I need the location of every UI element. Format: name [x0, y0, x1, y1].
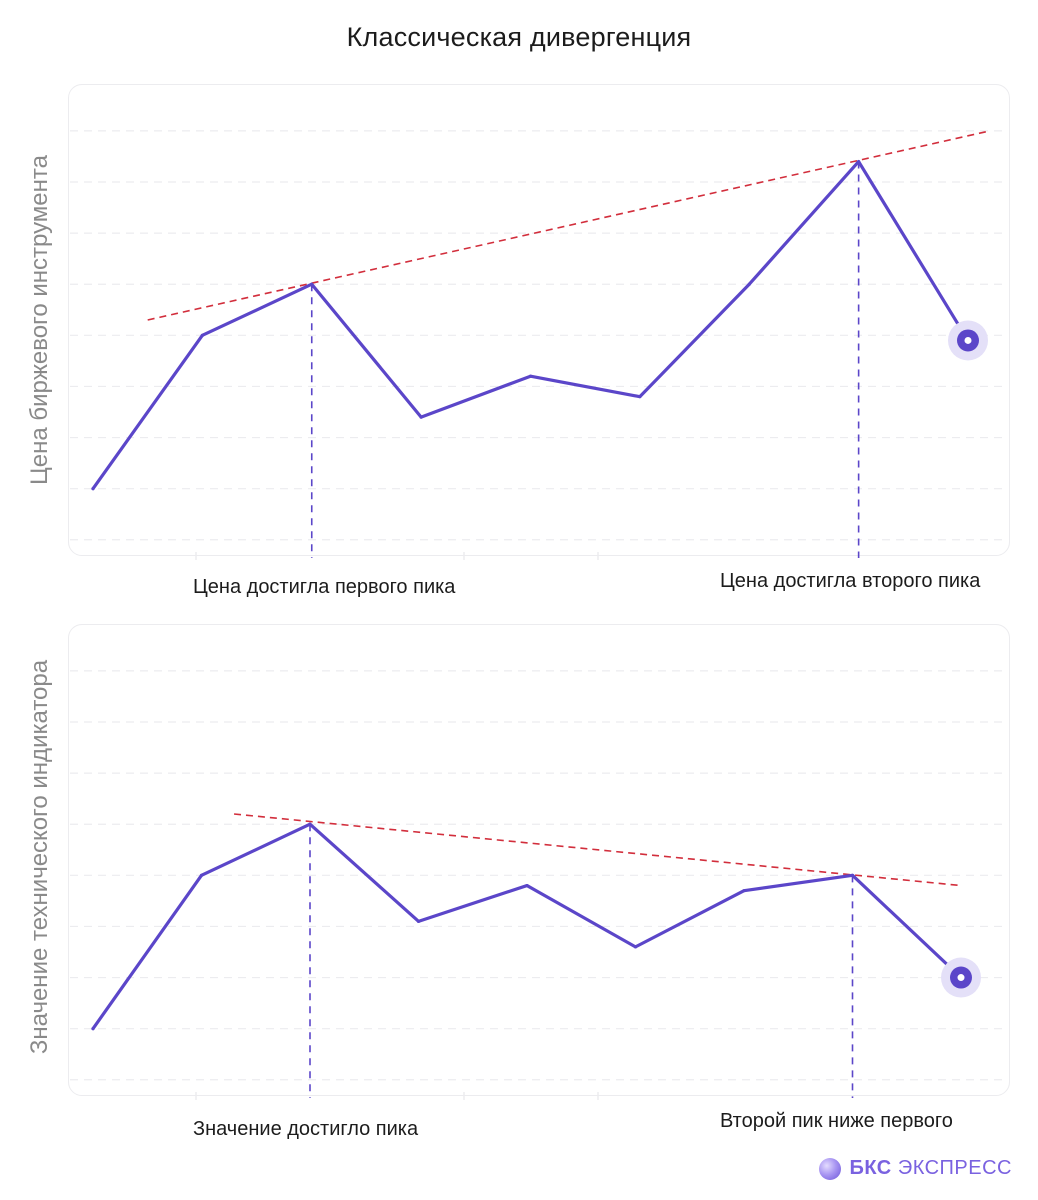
data-point: [199, 873, 204, 877]
data-point: [419, 415, 423, 419]
data-point: [416, 919, 421, 923]
first-peak-indicator-label: Значение достигло пика: [193, 1118, 419, 1140]
trend-line: [233, 813, 962, 887]
data-point: [308, 822, 312, 826]
brand-logo-icon: [819, 1157, 842, 1180]
data-point: [91, 487, 95, 491]
data-point: [742, 889, 746, 893]
last-point-center: [957, 974, 965, 982]
second-peak-price-label: Цена достигла второго пика: [720, 570, 981, 592]
data-point: [638, 395, 642, 399]
data-point: [528, 374, 533, 378]
data-point: [850, 873, 855, 877]
indicator-chart-panel: [68, 624, 1010, 1096]
brand-short-name: БКС: [849, 1157, 892, 1179]
chart-title: Классическая дивергенция: [346, 22, 692, 52]
second-peak-indicator-label: Второй пик ниже первого: [720, 1110, 953, 1132]
trend-line: [147, 130, 991, 321]
data-point: [200, 333, 204, 337]
data-point: [525, 883, 529, 888]
brand-name: ЭКСПРЕСС: [897, 1157, 1012, 1179]
last-point-center: [964, 336, 972, 344]
brand-logo: БКС ЭКСПРЕСС: [819, 1157, 1012, 1180]
series-line: [91, 159, 970, 491]
data-point: [747, 282, 751, 286]
data-point: [310, 282, 314, 286]
data-point: [91, 1027, 95, 1031]
price-chart-panel: [68, 84, 1010, 556]
first-peak-price-label: Цена достигла первого пика: [193, 576, 456, 598]
data-point: [633, 945, 638, 949]
data-point: [857, 159, 861, 164]
